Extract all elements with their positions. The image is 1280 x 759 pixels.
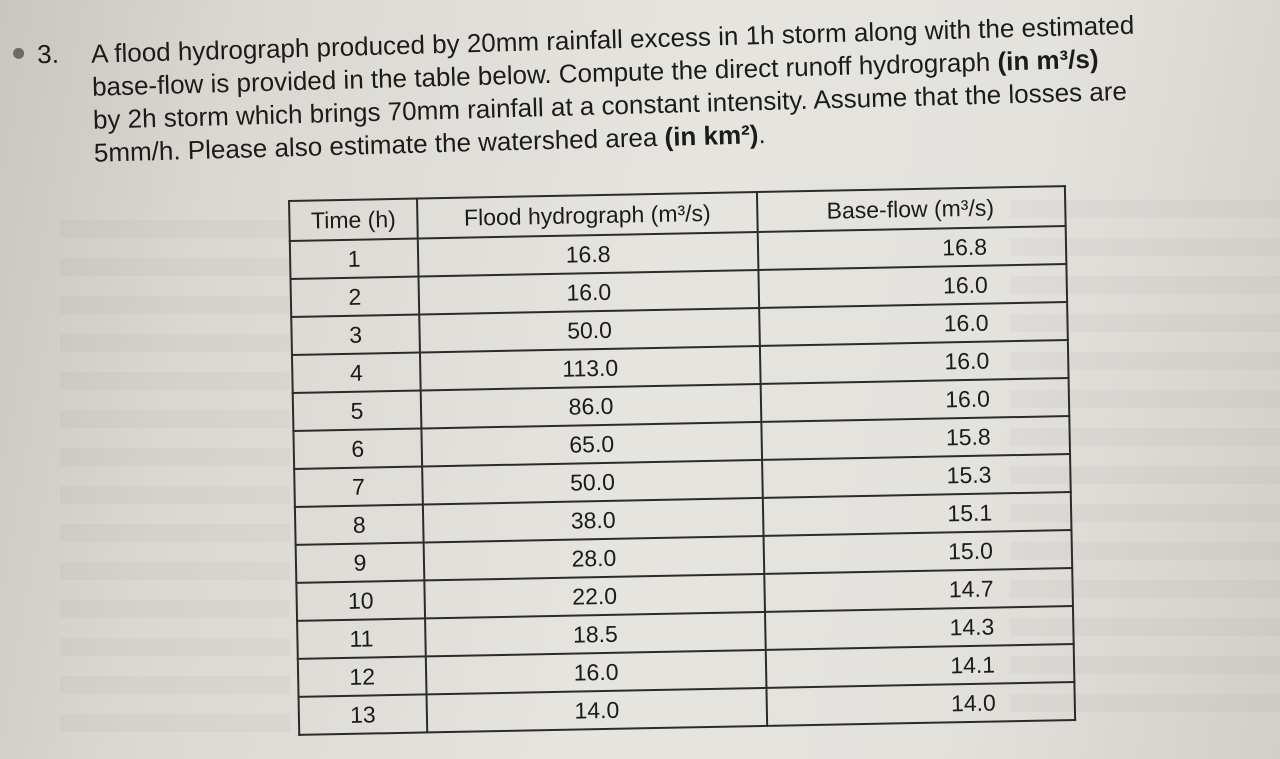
header-time: Time (h)	[289, 198, 418, 241]
header-flood-hydrograph: Flood hydrograph (m³/s)	[416, 191, 758, 239]
table-body: 1 16.8 16.8 2 16.0 16.0 3 50.0 16.0 4 113.0 16.0 5 86…	[289, 226, 1076, 735]
cell-base-flow: 16.0	[760, 378, 1070, 422]
cell-base-flow: 14.1	[765, 643, 1075, 688]
cell-flood-hydrograph: 16.0	[425, 649, 767, 695]
header-base-flow: Base-flow (m³/s)	[756, 186, 1066, 232]
cell-flood-hydrograph: 65.0	[421, 421, 763, 467]
cell-time: 4	[291, 352, 421, 393]
cell-time: 5	[292, 390, 422, 431]
cell-flood-hydrograph: 18.5	[425, 611, 766, 657]
cell-flood-hydrograph: 16.0	[418, 269, 760, 315]
cell-flood-hydrograph: 50.0	[422, 459, 763, 505]
cell-base-flow: 15.3	[762, 454, 1071, 498]
hydrograph-table-wrap: Time (h) Flood hydrograph (m³/s) Base-fl…	[288, 185, 1076, 736]
cell-flood-hydrograph: 16.8	[417, 231, 759, 277]
cell-base-flow: 16.0	[758, 264, 1068, 308]
units-bold: (in km²)	[664, 119, 759, 152]
cell-time: 3	[291, 314, 420, 355]
cell-base-flow: 16.0	[759, 340, 1069, 384]
cell-time: 6	[293, 428, 423, 469]
cell-time: 11	[297, 618, 426, 659]
cell-time: 8	[294, 504, 424, 545]
cell-time: 12	[297, 656, 427, 697]
cell-flood-hydrograph: 28.0	[423, 535, 765, 581]
cell-base-flow: 14.0	[766, 681, 1076, 726]
cell-base-flow: 16.0	[759, 302, 1068, 346]
cell-base-flow: 14.3	[764, 606, 1074, 650]
cell-time: 1	[289, 238, 419, 279]
cell-flood-hydrograph: 22.0	[424, 573, 765, 619]
question-number: 3.	[36, 38, 60, 70]
cell-base-flow: 16.8	[757, 226, 1067, 270]
hydrograph-table: Time (h) Flood hydrograph (m³/s) Base-fl…	[288, 185, 1076, 736]
cell-flood-hydrograph: 50.0	[419, 307, 760, 353]
cell-base-flow: 15.1	[762, 492, 1072, 536]
cell-time: 13	[298, 694, 428, 735]
question-period: .	[757, 119, 767, 150]
cell-time: 7	[294, 466, 423, 507]
cell-time: 10	[296, 580, 426, 621]
cell-time: 2	[290, 276, 420, 317]
cell-time: 9	[295, 542, 425, 583]
units-bold: (in m³/s)	[997, 43, 1099, 77]
cell-flood-hydrograph: 113.0	[419, 345, 761, 391]
cell-flood-hydrograph: 86.0	[420, 383, 762, 429]
cell-base-flow: 15.8	[761, 416, 1071, 460]
cell-flood-hydrograph: 14.0	[426, 687, 768, 733]
cell-base-flow: 15.0	[763, 530, 1073, 574]
cell-base-flow: 14.7	[764, 568, 1073, 612]
cell-flood-hydrograph: 38.0	[422, 497, 764, 543]
